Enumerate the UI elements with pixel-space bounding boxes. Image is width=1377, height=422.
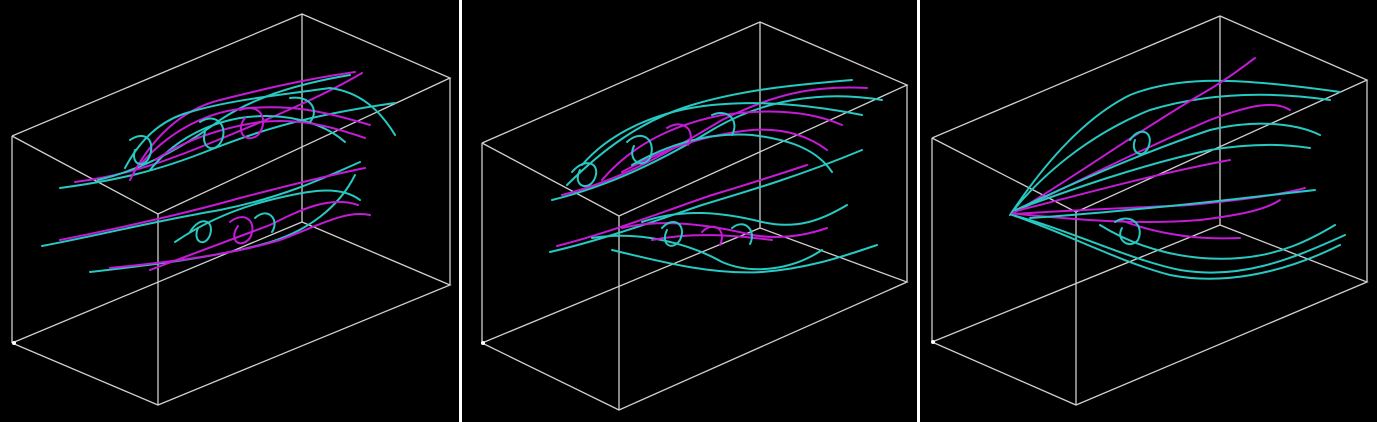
streamlines-upper: [59, 71, 396, 189]
bounding-box: [931, 15, 1369, 406]
streamline-panel-2: [462, 0, 917, 422]
streamlines-lower: [41, 161, 371, 273]
streamline-visualization-2: [481, 21, 909, 411]
streamlines-upper: [1009, 57, 1341, 216]
streamline-panel-1: [0, 0, 459, 422]
streamline-visualization-3: [931, 15, 1369, 406]
bounding-box: [11, 13, 452, 406]
streamline-visualization-1: [11, 13, 452, 406]
streamline-panel-3: [920, 0, 1377, 422]
streamlines-upper: [551, 79, 883, 201]
streamlines-lower: [1011, 187, 1346, 280]
streamlines-lower: [549, 149, 878, 274]
